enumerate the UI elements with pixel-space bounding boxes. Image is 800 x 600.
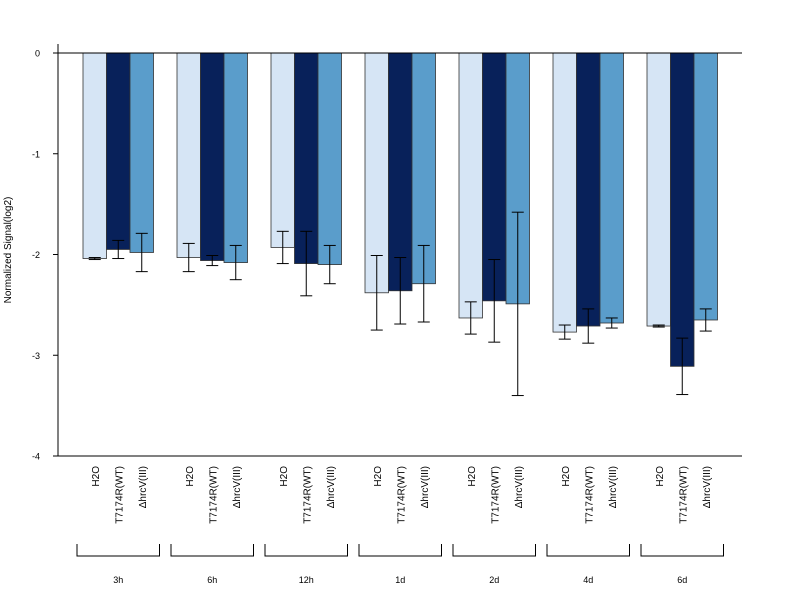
x-tick-label: T7174R(WT): [584, 466, 595, 524]
group-bracket: [264, 544, 348, 557]
group-label: 2d: [489, 575, 499, 585]
bar: [129, 52, 154, 253]
x-tick-label: H2O: [185, 466, 196, 487]
plot-area: 0 -1 -2 -3 -4 H2O T7174R(WT) ΔhrcV(III) 3h H2O T71…: [32, 44, 742, 585]
y-axis-label: Normalized Signal(log2): [3, 197, 14, 304]
group-label: 6h: [207, 575, 217, 585]
x-tick-label: T7174R(WT): [114, 466, 125, 524]
x-tick-label: ΔhrcV(III): [702, 466, 713, 508]
y-tick-label: -4: [32, 452, 40, 462]
group-bracket: [170, 544, 254, 557]
x-tick-label: H2O: [279, 466, 290, 487]
x-tick-label: T7174R(WT): [490, 466, 501, 524]
bar: [176, 52, 201, 258]
y-tick-label: -3: [32, 351, 40, 361]
group-bracket: [640, 544, 724, 557]
bar: [82, 52, 107, 259]
x-tick-label: T7174R(WT): [302, 466, 313, 524]
bar: [670, 52, 695, 367]
bar: [317, 52, 342, 265]
x-tick-label: H2O: [373, 466, 384, 487]
y-tick-label: -1: [32, 149, 40, 159]
group-label: 1d: [395, 575, 405, 585]
x-tick-label: ΔhrcV(III): [232, 466, 243, 508]
x-tick-label: H2O: [467, 466, 478, 487]
bar: [458, 52, 483, 319]
x-tick-label: T7174R(WT): [678, 466, 689, 524]
group-label: 3h: [113, 575, 123, 585]
group-label: 12h: [299, 575, 314, 585]
x-tick-label: ΔhrcV(III): [326, 466, 337, 508]
x-tick-label: H2O: [91, 466, 102, 487]
bar: [200, 52, 225, 261]
x-tick-label: ΔhrcV(III): [608, 466, 619, 508]
x-tick-label: ΔhrcV(III): [138, 466, 149, 508]
bar: [388, 52, 413, 292]
bar: [106, 52, 131, 250]
x-tick-label: T7174R(WT): [208, 466, 219, 524]
group-bracket: [76, 544, 160, 557]
y-tick-label: 0: [35, 49, 40, 59]
bar: [693, 52, 718, 321]
group-bracket: [452, 544, 536, 557]
bar: [552, 52, 577, 333]
group-label: 4d: [583, 575, 593, 585]
x-tick-label: ΔhrcV(III): [420, 466, 431, 508]
group-bracket: [358, 544, 442, 557]
x-tick-label: H2O: [655, 466, 666, 487]
bar: [599, 52, 624, 324]
group-label: 6d: [677, 575, 687, 585]
bar: [270, 52, 295, 248]
x-tick-label: ΔhrcV(III): [514, 466, 525, 508]
bar: [223, 52, 248, 263]
x-tick-label: T7174R(WT): [396, 466, 407, 524]
group-bracket: [546, 544, 630, 557]
bar: [646, 52, 671, 327]
bar: [576, 52, 601, 327]
y-tick-label: -2: [32, 250, 40, 260]
x-tick-label: H2O: [561, 466, 572, 487]
